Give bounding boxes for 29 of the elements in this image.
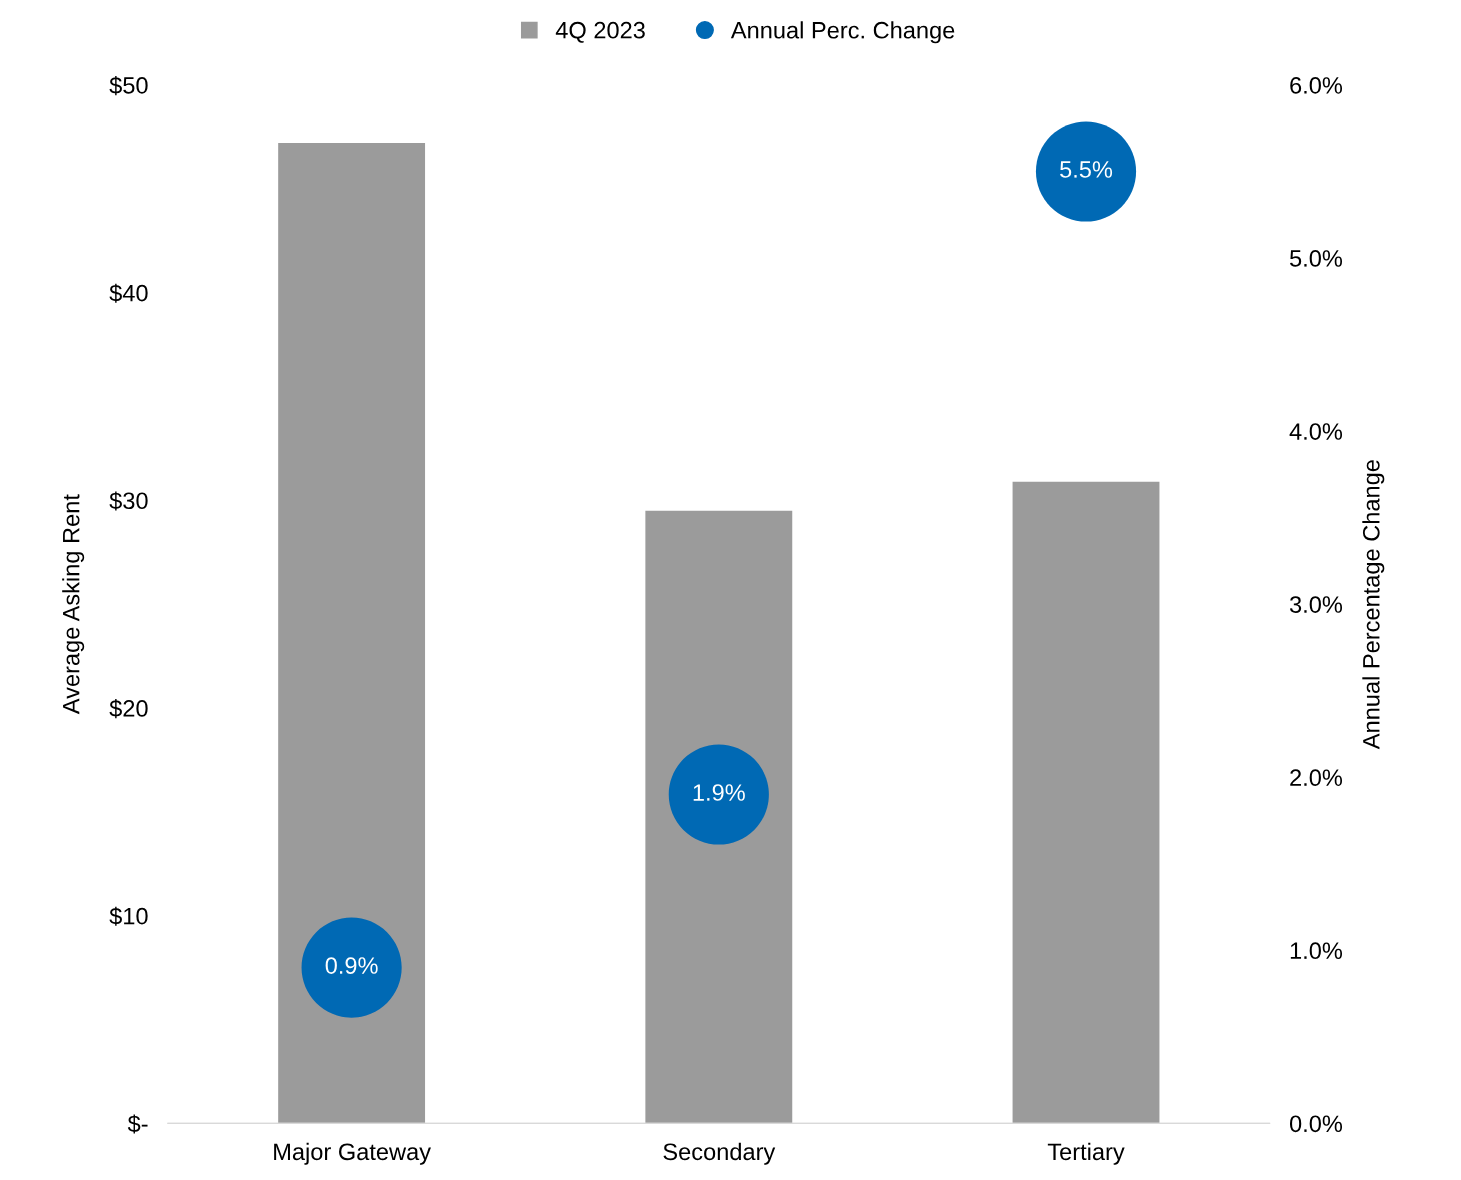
- y2-axis-title: Annual Percentage Change: [1362, 460, 1385, 750]
- y2-tick-label: 3.0%: [1289, 596, 1343, 613]
- bar: [645, 510, 793, 1124]
- y-tick-label: $-: [127, 1114, 148, 1134]
- legend-label: 4Q 2023: [555, 21, 645, 43]
- data-label: 5.5%: [1060, 161, 1113, 178]
- bar: [1012, 481, 1160, 1124]
- y-tick-label: $20: [109, 699, 148, 719]
- point: [668, 744, 769, 845]
- point: [1035, 121, 1137, 222]
- y2-tick-label: 5.0%: [1290, 250, 1343, 267]
- data-label: 1.9%: [693, 784, 745, 801]
- x-tick-label: Tertiary: [1047, 1142, 1125, 1165]
- y2-tick-label: 0.0%: [1289, 1115, 1343, 1133]
- x-tick-label: Major Gateway: [274, 1142, 431, 1165]
- data-label: 0.9%: [325, 957, 378, 974]
- y2-tick-label: 4.0%: [1289, 423, 1343, 440]
- y-tick-label: $10: [109, 906, 148, 926]
- y-axis-title: Average Asking Rent: [62, 494, 85, 715]
- y2-tick-label: 2.0%: [1290, 769, 1343, 787]
- legend-label: Annual Perc. Change: [730, 21, 955, 44]
- y-tick-label: $30: [109, 491, 148, 511]
- y-tick-label: $50: [109, 76, 148, 96]
- y2-tick-label: 6.0%: [1290, 77, 1343, 94]
- point: [301, 917, 402, 1018]
- y2-tick-label: 1.0%: [1290, 942, 1343, 960]
- bar: [278, 143, 426, 1124]
- y-tick-label: $40: [109, 283, 148, 303]
- x-tick-label: Secondary: [663, 1142, 776, 1165]
